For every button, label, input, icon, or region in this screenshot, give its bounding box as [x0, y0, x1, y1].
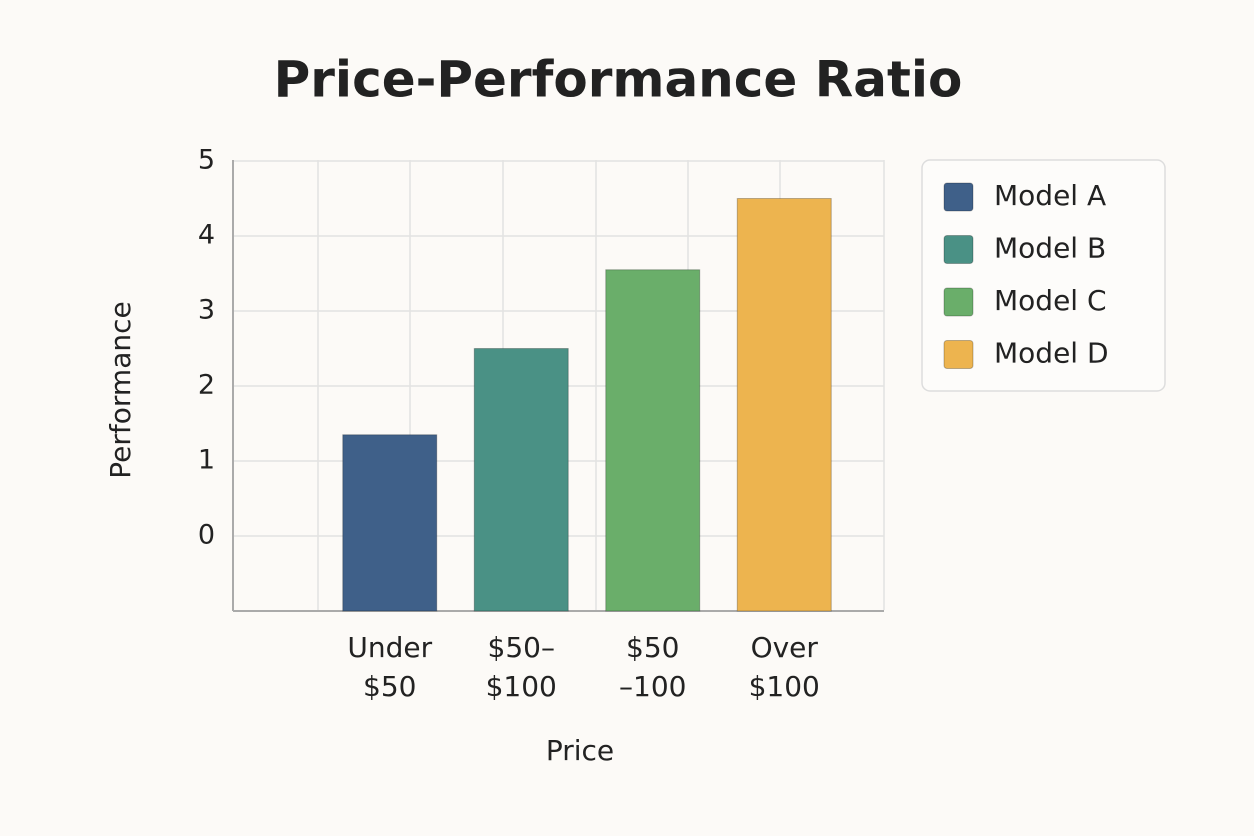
- bar: [473, 348, 569, 612]
- x-tick-label: Under $50: [347, 631, 433, 703]
- bar: [342, 434, 438, 612]
- bar: [605, 269, 701, 612]
- x-tick-label: Over $100: [748, 631, 820, 703]
- y-tick-label: 1: [198, 445, 215, 476]
- y-axis-label: Performance: [104, 301, 137, 478]
- x-tick-label: $50– $100: [485, 631, 557, 703]
- legend-label: Model A: [994, 179, 1106, 212]
- y-tick-label: 2: [198, 370, 215, 401]
- y-tick-label: 5: [198, 145, 215, 176]
- y-tick-label: 3: [198, 295, 215, 326]
- legend-swatch: [943, 287, 974, 317]
- legend-swatch: [943, 182, 974, 212]
- legend-swatch: [943, 235, 974, 264]
- bar: [736, 198, 832, 612]
- chart-title: Price-Performance Ratio: [274, 51, 963, 109]
- y-tick-label: 4: [198, 220, 215, 251]
- y-tick-label: 0: [198, 520, 215, 551]
- legend-label: Model D: [994, 337, 1109, 370]
- legend-label: Model C: [994, 284, 1107, 317]
- x-axis-label: Price: [546, 734, 614, 767]
- legend-label: Model B: [994, 232, 1106, 265]
- x-tick-label: $50 –100: [619, 631, 687, 703]
- legend-box: [921, 159, 1166, 392]
- legend-swatch: [943, 340, 974, 369]
